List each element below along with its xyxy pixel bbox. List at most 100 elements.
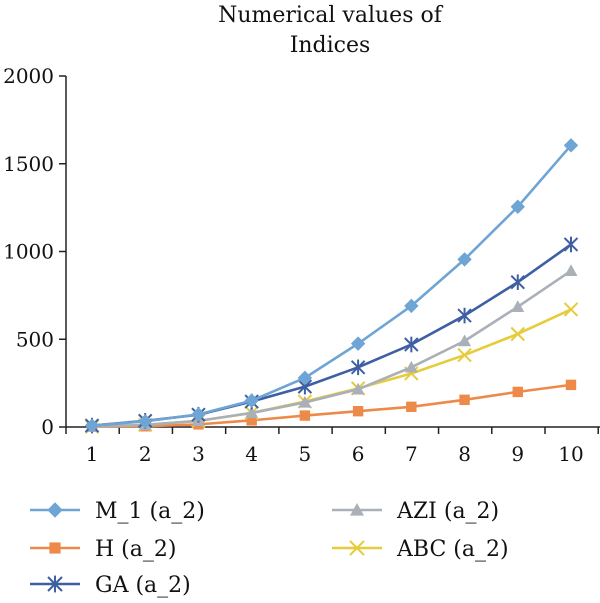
legend-label: GA (a_2) <box>95 573 191 598</box>
data-point <box>84 418 100 433</box>
data-point <box>511 300 525 312</box>
series-line <box>91 269 572 428</box>
data-point <box>298 395 312 408</box>
diamond-icon <box>47 502 63 518</box>
data-point <box>244 393 259 408</box>
square-shape <box>299 410 311 421</box>
diamond-shape <box>138 414 153 429</box>
data-point <box>246 415 257 426</box>
x-tick-label: 6 <box>352 442 365 466</box>
diamond-shape <box>244 393 259 408</box>
x-tick-label: 7 <box>405 442 418 466</box>
chart-title-line-1: Numerical values of <box>218 3 444 28</box>
data-point <box>297 370 313 386</box>
diamond-shape <box>191 407 206 422</box>
x-tick-label: 4 <box>245 442 258 466</box>
asterisk-icon <box>47 575 63 593</box>
data-point <box>404 298 419 314</box>
data-point <box>510 274 525 291</box>
triangle-shape <box>351 382 365 395</box>
y-tick-label: 500 <box>16 327 54 351</box>
x-tick-label: 8 <box>458 442 471 466</box>
x-tick-label: 5 <box>299 442 312 466</box>
series-line <box>91 308 572 428</box>
legend-item: H (a_2) <box>30 537 176 562</box>
series-azi <box>85 264 578 432</box>
data-point <box>351 382 365 395</box>
square-shape <box>406 401 417 413</box>
data-point <box>565 379 577 391</box>
x-stroke <box>349 540 365 556</box>
triangle-shape <box>350 503 364 516</box>
x-tick-label: 2 <box>139 442 152 466</box>
triangle-icon <box>350 503 364 516</box>
data-point <box>457 347 472 363</box>
data-point <box>299 410 311 421</box>
data-point <box>563 236 579 253</box>
legend-label: AZI (a_2) <box>396 499 499 524</box>
chart-title-line-2: Indices <box>290 33 371 58</box>
legend-item: ABC (a_2) <box>332 537 509 562</box>
series-line <box>91 243 572 427</box>
data-point <box>350 359 366 376</box>
data-point <box>510 199 525 214</box>
x-tick-label: 9 <box>511 442 524 466</box>
y-tick-label: 2000 <box>3 64 54 88</box>
y-tick-label: 0 <box>41 415 54 439</box>
legend-label: ABC (a_2) <box>396 537 509 562</box>
data-point <box>245 406 259 419</box>
data-point <box>563 138 579 153</box>
series-line <box>91 383 572 429</box>
diamond-shape <box>47 502 63 518</box>
data-point <box>563 302 579 317</box>
data-point <box>404 336 419 353</box>
data-point <box>458 334 472 347</box>
triangle-shape <box>458 334 472 347</box>
data-point <box>457 252 472 267</box>
legend: M_1 (a_2) AZI (a_2) H (a_2) ABC (a_2) GA (a_… <box>30 499 509 598</box>
square-shape <box>246 415 257 426</box>
triangle-shape <box>511 300 525 312</box>
data-point <box>459 394 470 405</box>
diamond-shape <box>457 252 472 267</box>
triangle-shape <box>245 406 259 419</box>
square-shape <box>565 379 577 391</box>
square-icon <box>49 542 61 554</box>
square-shape <box>459 394 470 405</box>
data-point <box>138 414 153 429</box>
axes: 0 500 1000 1500 2000 1 2 3 4 5 6 7 8 9 10 <box>3 64 600 466</box>
data-point <box>350 336 366 351</box>
x-tick-label: 3 <box>192 442 205 466</box>
diamond-shape <box>297 370 313 386</box>
series-line <box>91 144 572 427</box>
x-stroke <box>510 326 525 342</box>
legend-item: M_1 (a_2) <box>30 499 205 524</box>
data-point <box>352 406 364 417</box>
legend-label: H (a_2) <box>95 537 176 562</box>
x-stroke <box>563 302 579 317</box>
data-point <box>191 407 206 422</box>
chart-title: Numerical values of Indices <box>218 3 444 58</box>
square-shape <box>512 386 523 398</box>
triangle-shape <box>564 264 578 277</box>
diamond-shape <box>563 138 579 153</box>
y-tick-label: 1000 <box>3 240 54 264</box>
data-point <box>564 264 578 277</box>
diamond-shape <box>404 298 419 314</box>
y-tick-label: 1500 <box>3 152 54 176</box>
series-layer <box>84 138 579 434</box>
x-tick-label: 10 <box>558 442 583 466</box>
data-point <box>406 401 417 413</box>
triangle-shape <box>404 360 418 373</box>
data-point <box>457 307 472 324</box>
series-ga <box>84 236 579 434</box>
square-shape <box>352 406 364 417</box>
series-m1 <box>84 138 579 433</box>
legend-label: M_1 (a_2) <box>95 499 205 524</box>
diamond-shape <box>84 418 100 433</box>
legend-item: AZI (a_2) <box>332 499 499 524</box>
diamond-shape <box>510 199 525 214</box>
x-icon <box>349 540 365 556</box>
triangle-shape <box>298 395 312 408</box>
